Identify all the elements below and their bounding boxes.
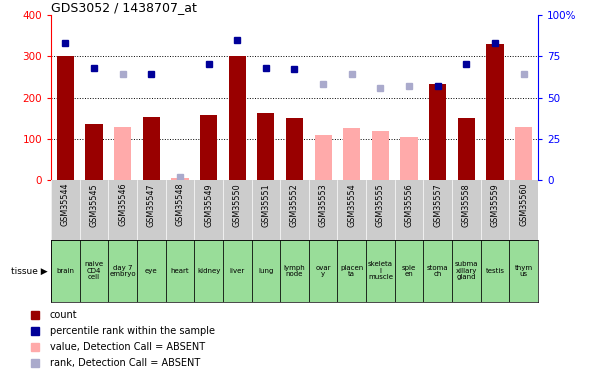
Bar	[509, 240, 538, 302]
Text: placen
ta: placen ta	[340, 265, 364, 277]
Bar	[57, 56, 74, 180]
Text: eye: eye	[145, 268, 157, 274]
Bar	[515, 127, 532, 180]
Text: GSM35550: GSM35550	[233, 183, 242, 226]
Bar	[458, 118, 475, 180]
Bar	[142, 117, 160, 180]
Text: GSM35545: GSM35545	[90, 183, 99, 226]
Text: value, Detection Call = ABSENT: value, Detection Call = ABSENT	[49, 342, 205, 352]
Bar	[309, 240, 337, 302]
Text: subma
xillary
gland: subma xillary gland	[454, 261, 478, 280]
Text: tissue ▶: tissue ▶	[11, 266, 48, 275]
Text: GSM35554: GSM35554	[347, 183, 356, 226]
Text: percentile rank within the sample: percentile rank within the sample	[49, 326, 215, 336]
Bar	[280, 240, 309, 302]
Text: GSM35552: GSM35552	[290, 183, 299, 227]
Bar	[452, 240, 481, 302]
Text: testis: testis	[486, 268, 504, 274]
Text: skeleta
l
muscle: skeleta l muscle	[368, 261, 393, 280]
Bar	[137, 240, 166, 302]
Text: GSM35549: GSM35549	[204, 183, 213, 226]
Text: GDS3052 / 1438707_at: GDS3052 / 1438707_at	[51, 1, 197, 14]
Text: count: count	[49, 310, 77, 320]
Bar	[314, 135, 332, 180]
Text: kidney: kidney	[197, 268, 221, 274]
Bar	[481, 240, 509, 302]
Bar	[166, 240, 194, 302]
Text: rank, Detection Call = ABSENT: rank, Detection Call = ABSENT	[49, 358, 200, 368]
Bar	[257, 113, 275, 180]
Text: GSM35553: GSM35553	[319, 183, 328, 226]
Text: liver: liver	[230, 268, 245, 274]
Bar	[194, 240, 223, 302]
Bar	[200, 115, 217, 180]
Bar	[486, 44, 504, 180]
Bar	[366, 240, 395, 302]
Bar	[108, 240, 137, 302]
Bar	[114, 127, 131, 180]
Text: GSM35560: GSM35560	[519, 183, 528, 226]
Text: stoma
ch: stoma ch	[427, 265, 448, 277]
Bar	[85, 124, 103, 180]
Bar	[400, 137, 418, 180]
Text: day 7
embryо: day 7 embryо	[109, 265, 136, 277]
Bar	[252, 240, 280, 302]
Text: naive
CD4
cell: naive CD4 cell	[85, 261, 103, 280]
Text: sple
en: sple en	[402, 265, 416, 277]
Text: GSM35548: GSM35548	[175, 183, 185, 226]
Text: GSM35558: GSM35558	[462, 183, 471, 226]
Bar	[228, 56, 246, 180]
Text: GSM35556: GSM35556	[404, 183, 413, 226]
Text: thym
us: thym us	[514, 265, 532, 277]
Text: GSM35544: GSM35544	[61, 183, 70, 226]
Text: ovar
y: ovar y	[316, 265, 331, 277]
Bar	[286, 118, 303, 180]
Text: heart: heart	[171, 268, 189, 274]
Bar	[395, 240, 423, 302]
Text: lung: lung	[258, 268, 273, 274]
Bar	[372, 131, 389, 180]
Bar	[171, 178, 189, 180]
Bar	[423, 240, 452, 302]
Bar	[223, 240, 252, 302]
Bar	[80, 240, 108, 302]
Text: GSM35559: GSM35559	[490, 183, 499, 227]
Text: GSM35546: GSM35546	[118, 183, 127, 226]
Bar	[429, 84, 447, 180]
Bar	[343, 128, 361, 180]
Text: GSM35557: GSM35557	[433, 183, 442, 227]
Bar	[337, 240, 366, 302]
Text: brain: brain	[56, 268, 75, 274]
Text: GSM35551: GSM35551	[261, 183, 270, 226]
Bar	[51, 240, 80, 302]
Text: GSM35547: GSM35547	[147, 183, 156, 226]
Text: GSM35555: GSM35555	[376, 183, 385, 227]
Text: lymph
node: lymph node	[284, 265, 305, 277]
